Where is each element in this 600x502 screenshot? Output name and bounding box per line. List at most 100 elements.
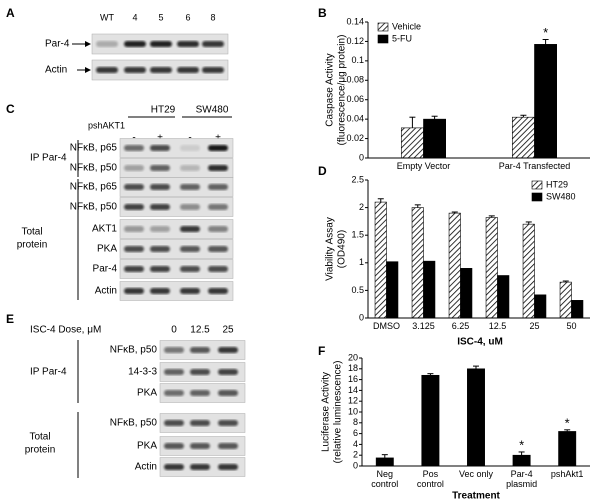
blot-band bbox=[180, 165, 200, 171]
blot-band bbox=[150, 41, 172, 47]
x-tick-label: 50 bbox=[566, 321, 577, 331]
y-tick-label: 1.5 bbox=[351, 230, 364, 240]
blot-band bbox=[208, 246, 228, 252]
y-tick-label: 0.1 bbox=[351, 55, 364, 65]
y-tick-label: 10 bbox=[348, 406, 358, 416]
blot-band bbox=[150, 67, 172, 73]
bar bbox=[421, 374, 440, 467]
blot-band bbox=[124, 204, 144, 210]
blot-band bbox=[96, 67, 118, 73]
blot-band bbox=[164, 443, 184, 449]
blot-band bbox=[190, 464, 210, 470]
legend-swatch bbox=[531, 180, 543, 190]
blot-strip bbox=[119, 197, 234, 217]
blot-band bbox=[190, 443, 210, 449]
bar bbox=[571, 300, 584, 319]
lane-label: 5 bbox=[158, 12, 163, 22]
legend-label: 5-FU bbox=[392, 33, 412, 43]
x-axis-label: ISC-4, uM bbox=[457, 337, 503, 348]
blot-band bbox=[124, 165, 144, 171]
bar bbox=[423, 118, 447, 159]
panel-label: E bbox=[6, 312, 14, 326]
y-tick-label: 0.04 bbox=[346, 114, 364, 124]
row-label: Par-4 bbox=[45, 39, 70, 50]
lane-label: 25 bbox=[222, 325, 234, 336]
blot-band bbox=[124, 226, 144, 232]
blot-band bbox=[202, 67, 224, 73]
blot-band bbox=[190, 347, 210, 353]
legend-swatch bbox=[377, 22, 389, 32]
blot-band bbox=[164, 390, 184, 396]
row-label: Par-4 bbox=[93, 264, 118, 275]
y-tick-label: 1 bbox=[359, 257, 364, 267]
blot-band bbox=[218, 464, 238, 470]
blot-band bbox=[124, 246, 144, 252]
lane-label: 4 bbox=[132, 12, 137, 22]
y-tick-label: 16 bbox=[348, 374, 358, 384]
row-label: NFκB, p65 bbox=[70, 143, 118, 154]
y-axis-label: Luciferase Activity bbox=[321, 372, 332, 452]
dose-label: ISC-4 Dose, μM bbox=[30, 325, 101, 336]
blot-band bbox=[150, 145, 170, 151]
row-label: 14-3-3 bbox=[128, 367, 157, 378]
annotation: * bbox=[543, 25, 548, 40]
blot-band bbox=[150, 266, 170, 272]
blot-strip bbox=[119, 281, 234, 301]
bar bbox=[522, 223, 535, 319]
blot-band bbox=[150, 184, 170, 190]
x-tick-label: 6.25 bbox=[451, 321, 470, 331]
bar bbox=[400, 127, 424, 159]
panel-label: B bbox=[318, 6, 327, 20]
bar bbox=[512, 454, 531, 467]
legend-swatch bbox=[377, 34, 389, 44]
blot-band bbox=[208, 145, 228, 151]
row-label: AKT1 bbox=[92, 224, 117, 235]
blot-band bbox=[150, 204, 170, 210]
bar bbox=[448, 212, 461, 319]
y-tick-label: 2 bbox=[353, 450, 358, 460]
blot-band bbox=[208, 184, 228, 190]
blot-band bbox=[180, 184, 200, 190]
y-tick-label: 8 bbox=[353, 417, 358, 427]
x-tick-label: DMSO bbox=[373, 321, 400, 331]
lane-label: 0 bbox=[171, 325, 177, 336]
blot-band bbox=[218, 390, 238, 396]
group-label: Total bbox=[21, 227, 42, 238]
blot-band bbox=[180, 288, 200, 294]
blot-band bbox=[177, 67, 199, 73]
blot-strip bbox=[119, 177, 234, 197]
treatment-label: pshAKT1 bbox=[88, 120, 125, 130]
y-axis-label: Viability Assay bbox=[325, 217, 336, 281]
lane-label: 8 bbox=[210, 12, 215, 22]
group-label: protein bbox=[17, 240, 48, 251]
y-axis-label: (relative luminescence) bbox=[333, 361, 344, 464]
legend-label: HT29 bbox=[546, 179, 568, 189]
blot-band bbox=[124, 67, 146, 73]
blot-band bbox=[164, 420, 184, 426]
blot-band bbox=[96, 41, 118, 47]
blot-band bbox=[202, 41, 224, 47]
bar bbox=[423, 260, 436, 319]
legend-label: SW480 bbox=[546, 191, 576, 201]
blot-band bbox=[190, 420, 210, 426]
row-label: PKA bbox=[137, 388, 157, 399]
row-label: Actin bbox=[45, 65, 67, 76]
row-label: NFκB, p65 bbox=[70, 182, 118, 193]
group-label: Total bbox=[29, 432, 50, 443]
y-tick-label: 0.5 bbox=[351, 285, 364, 295]
blot-band bbox=[124, 145, 144, 151]
x-tick-label: Par-4 Transfected bbox=[498, 161, 571, 171]
y-tick-label: 0.12 bbox=[346, 36, 364, 46]
y-tick-label: 0.14 bbox=[346, 16, 364, 26]
x-tick-label: 25 bbox=[529, 321, 540, 331]
y-axis-label: (fluorescence/μg protein) bbox=[337, 35, 348, 146]
blot-band bbox=[180, 145, 200, 151]
y-tick-label: 0 bbox=[353, 460, 358, 470]
lane-label: 6 bbox=[185, 12, 190, 22]
group-label: HT29 bbox=[151, 105, 176, 116]
blot-strip bbox=[119, 259, 234, 279]
bar bbox=[558, 431, 577, 467]
sign-label: - bbox=[132, 133, 135, 144]
